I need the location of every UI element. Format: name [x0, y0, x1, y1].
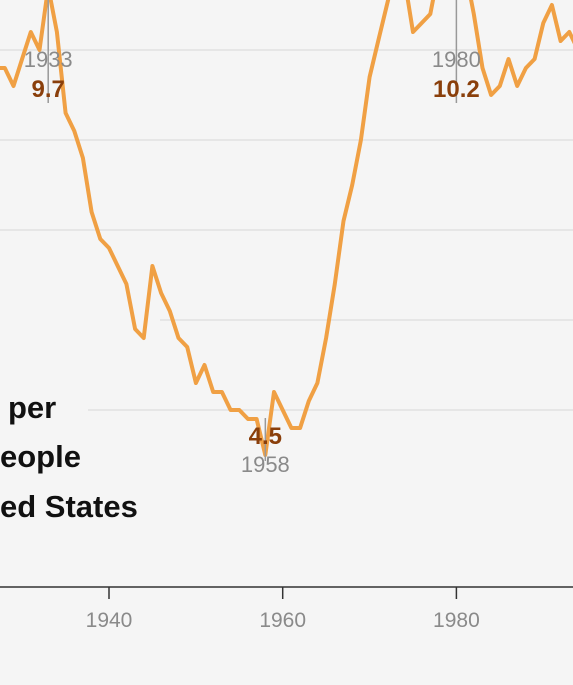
annotation-year: 1933 — [24, 47, 73, 72]
gridlines — [0, 49, 573, 411]
annotation-year: 1980 — [432, 47, 481, 72]
x-tick-label: 1940 — [86, 609, 133, 632]
chart-title-line: per — [8, 390, 56, 425]
annotation-year: 1958 — [241, 452, 290, 477]
x-tick-label: 1960 — [259, 609, 306, 632]
series-line — [0, 0, 573, 457]
x-axis: 1940 1960 1980 — [0, 586, 573, 632]
annotation-value: 4.5 — [249, 423, 282, 450]
annotation-value: 10.2 — [433, 76, 480, 103]
x-tick-label: 1980 — [433, 609, 480, 632]
chart-title-line: ed States — [0, 489, 138, 524]
series-lines — [0, 0, 573, 457]
chart-title-line: eople — [0, 439, 81, 474]
annotation-value: 9.7 — [32, 76, 65, 103]
chart-title: per eople ed States — [0, 390, 138, 524]
